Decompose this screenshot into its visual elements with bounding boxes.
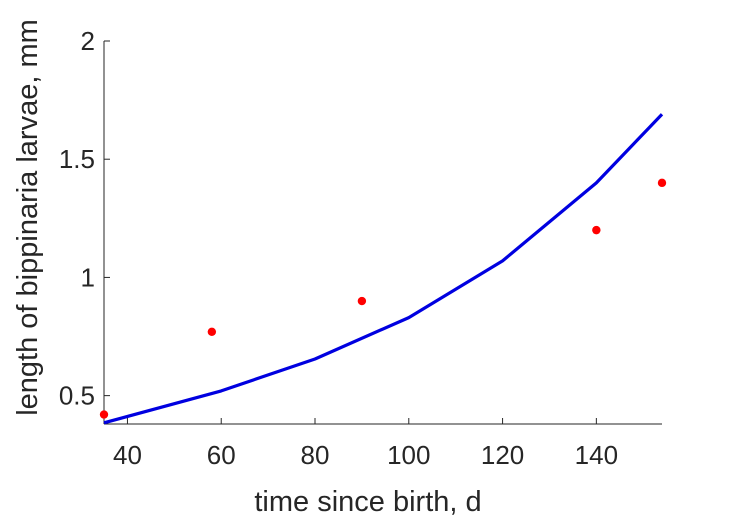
- x-tick-label: 80: [301, 440, 330, 470]
- y-tick-label: 1.5: [59, 144, 95, 174]
- series-line: [103, 113, 664, 425]
- y-tick-label: 0.5: [59, 381, 95, 411]
- data-point: [357, 296, 367, 306]
- y-tick-label: 1: [81, 262, 95, 292]
- data-point: [657, 178, 667, 188]
- y-axis-label: length of bippinaria larvae, mm: [12, 19, 44, 416]
- y-ticks: 0.5 1 1.5 2: [59, 26, 110, 411]
- data-point: [99, 410, 109, 419]
- series-points: [99, 178, 667, 419]
- x-tick-label: 100: [387, 440, 430, 470]
- x-ticks: 40 60 80 100 120 140: [113, 418, 618, 470]
- data-point: [207, 327, 217, 336]
- x-tick-label: 140: [575, 440, 618, 470]
- fit-curve: [103, 113, 664, 425]
- x-tick-label: 60: [207, 440, 236, 470]
- x-tick-label: 40: [113, 440, 142, 470]
- y-tick-label: 2: [81, 26, 95, 56]
- x-axis-label: time since birth, d: [254, 486, 481, 518]
- data-point: [592, 225, 601, 235]
- axes: [103, 41, 662, 425]
- x-tick-label: 120: [481, 440, 524, 470]
